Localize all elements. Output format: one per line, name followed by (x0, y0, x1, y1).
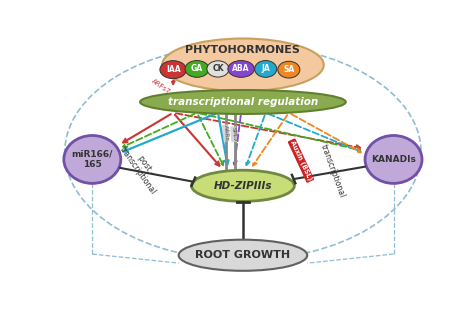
Text: SPL7: SPL7 (230, 127, 237, 142)
Ellipse shape (228, 61, 255, 77)
Ellipse shape (191, 170, 294, 201)
Text: Auxin (BSL): Auxin (BSL) (289, 140, 313, 182)
Text: transcriptional: transcriptional (319, 143, 347, 199)
Text: HD-ZIPIIIs: HD-ZIPIIIs (214, 181, 272, 191)
Text: CK: CK (212, 64, 224, 73)
Ellipse shape (255, 61, 277, 77)
Text: ARRs: ARRs (222, 125, 229, 141)
Ellipse shape (140, 90, 346, 114)
Ellipse shape (185, 61, 209, 77)
Ellipse shape (365, 136, 422, 183)
Ellipse shape (160, 61, 186, 79)
Ellipse shape (278, 61, 300, 78)
Text: ABA: ABA (232, 64, 250, 73)
Ellipse shape (179, 240, 307, 271)
Text: PHYTOHORMONES: PHYTOHORMONES (185, 45, 301, 55)
Text: GA: GA (191, 64, 203, 73)
Text: ROOT GROWTH: ROOT GROWTH (195, 250, 291, 260)
Text: post -
transcriptional: post - transcriptional (118, 139, 166, 197)
Ellipse shape (207, 61, 229, 77)
Ellipse shape (162, 39, 324, 91)
Text: transcriptional regulation: transcriptional regulation (168, 97, 318, 107)
Text: ARFs7: ARFs7 (151, 78, 172, 95)
Text: IAA: IAA (166, 65, 181, 74)
Text: JA: JA (261, 64, 270, 73)
Text: KANADIs: KANADIs (371, 155, 416, 164)
Ellipse shape (64, 136, 121, 183)
Text: miR166/
165: miR166/ 165 (72, 150, 113, 169)
Text: SA: SA (283, 65, 294, 74)
